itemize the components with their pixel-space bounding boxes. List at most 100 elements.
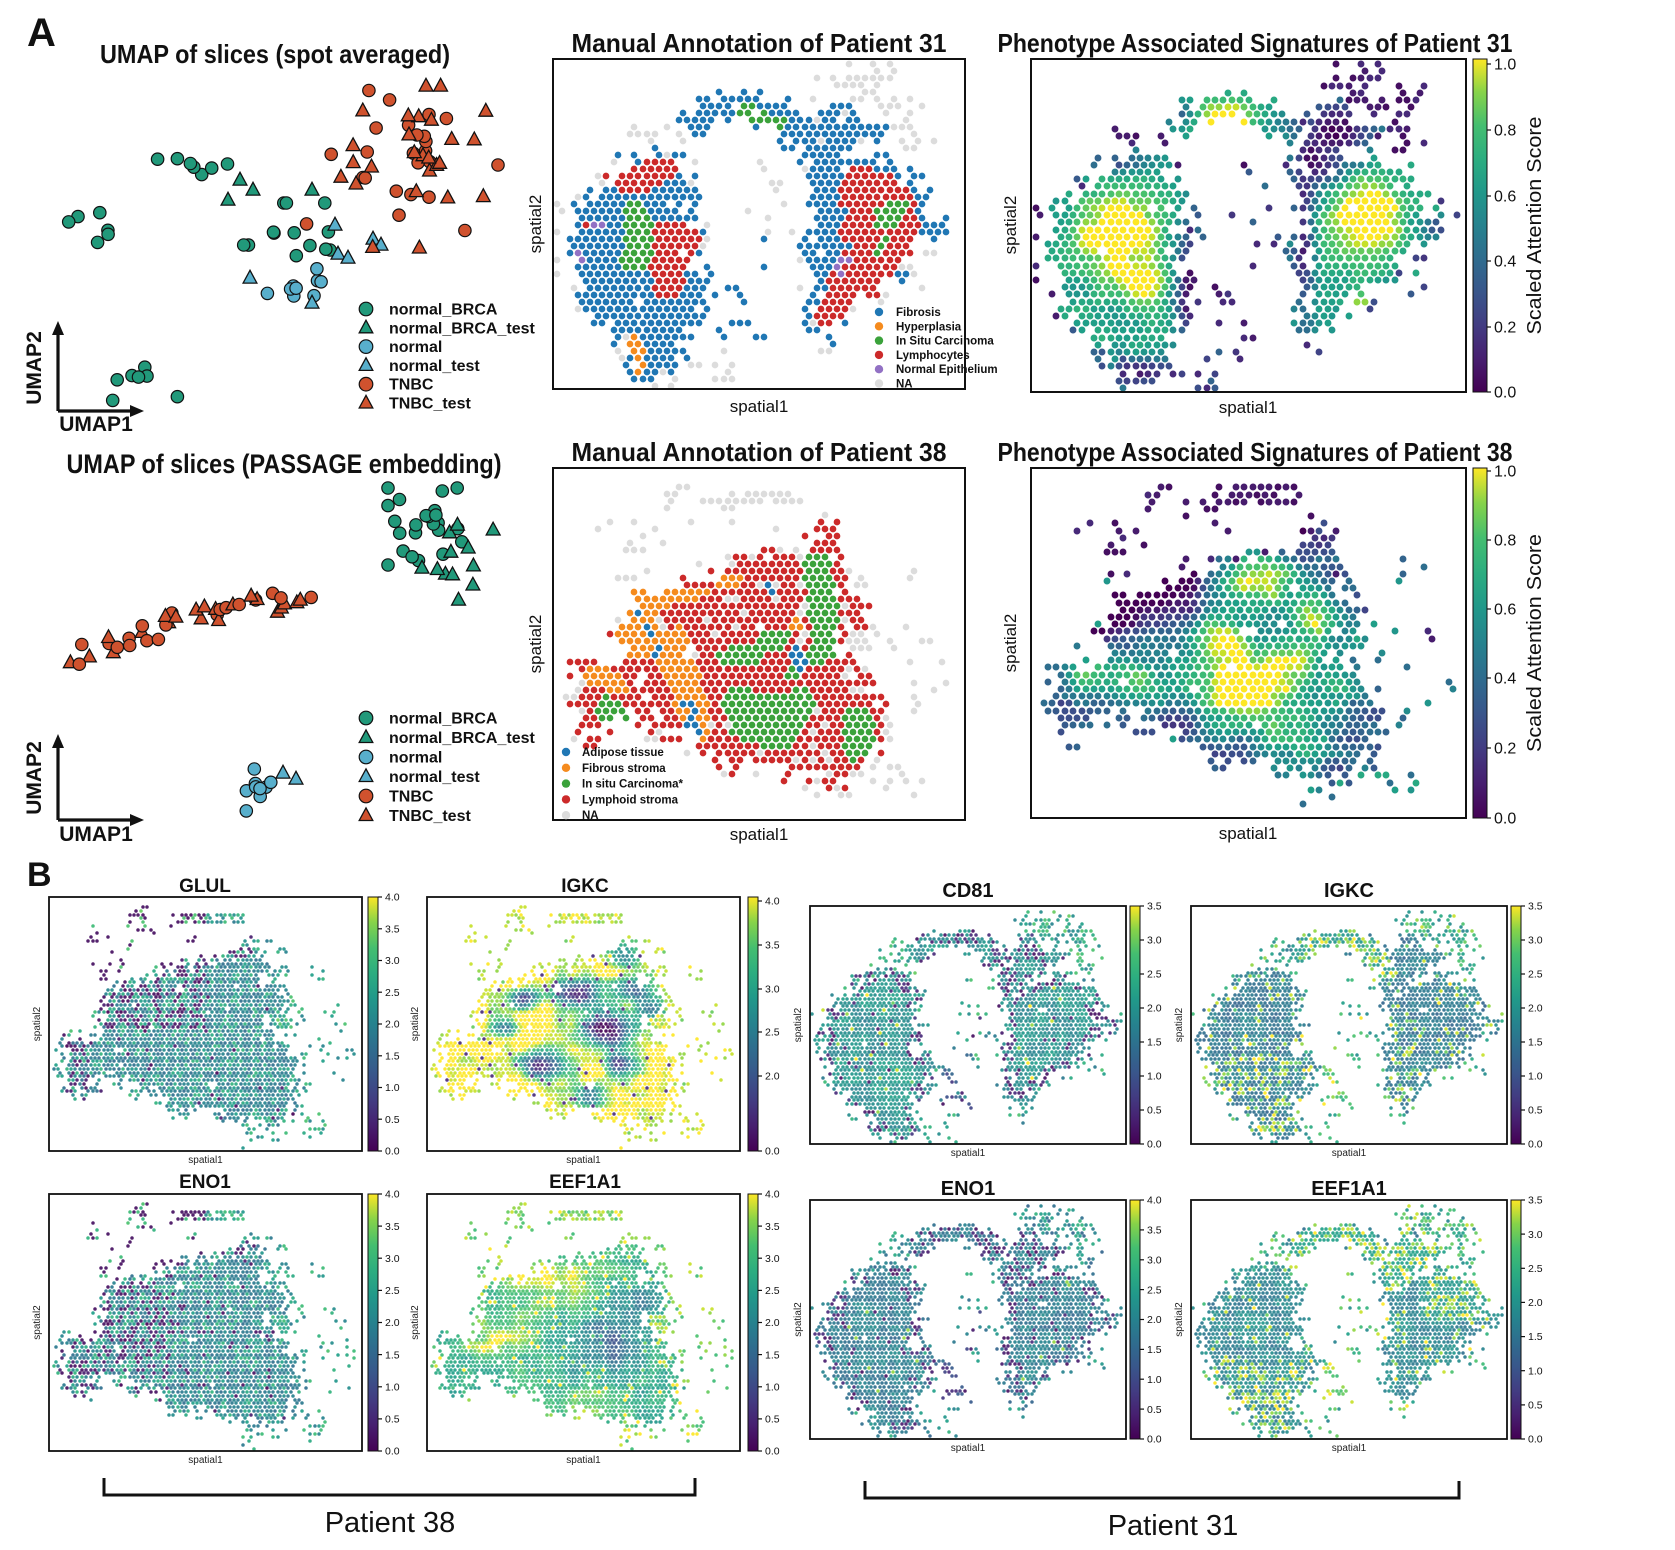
svg-text:EEF1A1: EEF1A1 — [549, 1172, 621, 1193]
svg-text:0.4: 0.4 — [1494, 671, 1516, 688]
svg-text:2.0: 2.0 — [765, 1071, 780, 1083]
svg-text:3.5: 3.5 — [1528, 901, 1543, 913]
svg-text:3.0: 3.0 — [385, 1253, 400, 1265]
svg-text:0.5: 0.5 — [1528, 1400, 1543, 1412]
svg-text:Normal Epithelium: Normal Epithelium — [896, 364, 998, 376]
svg-text:3.0: 3.0 — [1528, 935, 1543, 947]
svg-text:spatial2: spatial2 — [526, 615, 545, 674]
svg-text:spatial1: spatial1 — [1332, 1148, 1367, 1159]
svg-text:2.0: 2.0 — [1528, 1297, 1543, 1309]
svg-text:1.0: 1.0 — [1494, 57, 1516, 74]
svg-text:spatial1: spatial1 — [951, 1443, 986, 1454]
svg-text:spatial1: spatial1 — [730, 825, 789, 844]
svg-text:1.0: 1.0 — [1528, 1071, 1543, 1083]
svg-text:0.0: 0.0 — [765, 1146, 780, 1158]
svg-text:spatial2: spatial2 — [1174, 1007, 1185, 1042]
svg-text:0.0: 0.0 — [1147, 1139, 1162, 1151]
svg-text:normal_test: normal_test — [389, 358, 480, 375]
svg-text:4.0: 4.0 — [385, 892, 400, 904]
svg-text:0.8: 0.8 — [1494, 533, 1516, 550]
svg-text:0.6: 0.6 — [1494, 189, 1516, 206]
svg-text:3.5: 3.5 — [765, 1221, 780, 1233]
svg-text:EEF1A1: EEF1A1 — [1311, 1178, 1387, 1200]
svg-text:0.5: 0.5 — [1147, 1105, 1162, 1117]
svg-text:spatial2: spatial2 — [793, 1302, 804, 1337]
svg-text:spatial2: spatial2 — [32, 1305, 43, 1340]
svg-text:spatial1: spatial1 — [951, 1148, 986, 1159]
svg-text:1.5: 1.5 — [385, 1349, 400, 1361]
svg-text:ENO1: ENO1 — [179, 1172, 231, 1193]
svg-text:1.5: 1.5 — [765, 1349, 780, 1361]
svg-text:0.6: 0.6 — [1494, 602, 1516, 619]
svg-text:1.5: 1.5 — [1147, 1344, 1162, 1356]
svg-text:0.0: 0.0 — [1494, 811, 1516, 828]
svg-text:normal_BRCA: normal_BRCA — [389, 711, 498, 728]
svg-text:4.0: 4.0 — [1147, 1195, 1162, 1207]
svg-text:GLUL: GLUL — [179, 876, 231, 897]
svg-text:Lymphocytes: Lymphocytes — [896, 350, 970, 362]
svg-text:UMAP of slices (PASSAGE embedd: UMAP of slices (PASSAGE embedding) — [67, 449, 502, 479]
svg-text:spatial1: spatial1 — [1332, 1443, 1367, 1454]
svg-text:1.0: 1.0 — [385, 1082, 400, 1094]
svg-text:2.0: 2.0 — [1147, 1314, 1162, 1326]
svg-text:3.5: 3.5 — [1147, 901, 1162, 913]
svg-text:0.0: 0.0 — [385, 1446, 400, 1458]
svg-text:Patient 38: Patient 38 — [325, 1507, 456, 1539]
svg-text:spatial2: spatial2 — [1001, 614, 1020, 673]
svg-text:0.0: 0.0 — [1528, 1434, 1543, 1446]
svg-text:2.5: 2.5 — [385, 987, 400, 999]
svg-text:Phenotype Associated Signature: Phenotype Associated Signatures of Patie… — [998, 437, 1513, 467]
svg-text:normal_BRCA: normal_BRCA — [389, 302, 498, 319]
svg-text:TNBC: TNBC — [389, 789, 434, 806]
svg-text:IGKC: IGKC — [561, 876, 609, 897]
svg-text:spatial2: spatial2 — [793, 1007, 804, 1042]
svg-text:spatial1: spatial1 — [566, 1155, 601, 1166]
svg-text:0.5: 0.5 — [765, 1414, 780, 1426]
svg-text:0.0: 0.0 — [385, 1146, 400, 1158]
svg-text:CD81: CD81 — [942, 880, 993, 902]
svg-text:TNBC_test: TNBC_test — [389, 808, 471, 825]
svg-text:spatial2: spatial2 — [1001, 196, 1020, 255]
svg-text:2.5: 2.5 — [1528, 1263, 1543, 1275]
svg-text:3.5: 3.5 — [385, 1221, 400, 1233]
svg-text:spatial1: spatial1 — [566, 1455, 601, 1466]
svg-text:normal_test: normal_test — [389, 769, 480, 786]
svg-text:3.0: 3.0 — [1147, 935, 1162, 947]
svg-text:UMAP2: UMAP2 — [23, 741, 46, 815]
svg-text:0.4: 0.4 — [1494, 254, 1516, 271]
svg-text:B: B — [27, 856, 52, 894]
svg-text:0.5: 0.5 — [385, 1414, 400, 1426]
svg-text:In situ Carcinoma*: In situ Carcinoma* — [582, 779, 683, 791]
svg-text:0.5: 0.5 — [385, 1114, 400, 1126]
svg-text:normal: normal — [389, 750, 442, 767]
svg-text:Fibrous stroma: Fibrous stroma — [582, 763, 666, 775]
svg-text:1.5: 1.5 — [1528, 1331, 1543, 1343]
svg-text:A: A — [27, 11, 56, 55]
svg-text:0.0: 0.0 — [1147, 1434, 1162, 1446]
svg-text:0.2: 0.2 — [1494, 320, 1516, 337]
svg-text:normal_BRCA_test: normal_BRCA_test — [389, 730, 535, 747]
svg-text:2.0: 2.0 — [765, 1317, 780, 1329]
svg-text:TNBC: TNBC — [389, 377, 434, 394]
svg-text:IGKC: IGKC — [1324, 880, 1374, 902]
svg-text:Patient 31: Patient 31 — [1108, 1510, 1239, 1542]
svg-text:UMAP2: UMAP2 — [23, 331, 46, 405]
svg-text:spatial2: spatial2 — [32, 1006, 43, 1041]
svg-text:UMAP1: UMAP1 — [59, 823, 133, 846]
svg-text:spatial1: spatial1 — [188, 1155, 223, 1166]
svg-text:Phenotype Associated Signature: Phenotype Associated Signatures of Patie… — [998, 28, 1513, 58]
svg-text:1.0: 1.0 — [1494, 464, 1516, 481]
svg-text:1.0: 1.0 — [765, 1381, 780, 1393]
svg-text:3.0: 3.0 — [1147, 1254, 1162, 1266]
svg-text:2.5: 2.5 — [1528, 969, 1543, 981]
svg-text:1.0: 1.0 — [1147, 1374, 1162, 1386]
svg-text:1.5: 1.5 — [385, 1050, 400, 1062]
svg-text:spatial1: spatial1 — [730, 397, 789, 416]
svg-text:3.0: 3.0 — [765, 1253, 780, 1265]
svg-text:2.0: 2.0 — [385, 1019, 400, 1031]
svg-text:UMAP of slices (spot averaged): UMAP of slices (spot averaged) — [100, 39, 450, 69]
svg-text:4.0: 4.0 — [765, 1189, 780, 1201]
svg-text:2.0: 2.0 — [1147, 1003, 1162, 1015]
svg-text:0.0: 0.0 — [1494, 385, 1516, 402]
svg-text:spatial1: spatial1 — [1219, 824, 1278, 843]
